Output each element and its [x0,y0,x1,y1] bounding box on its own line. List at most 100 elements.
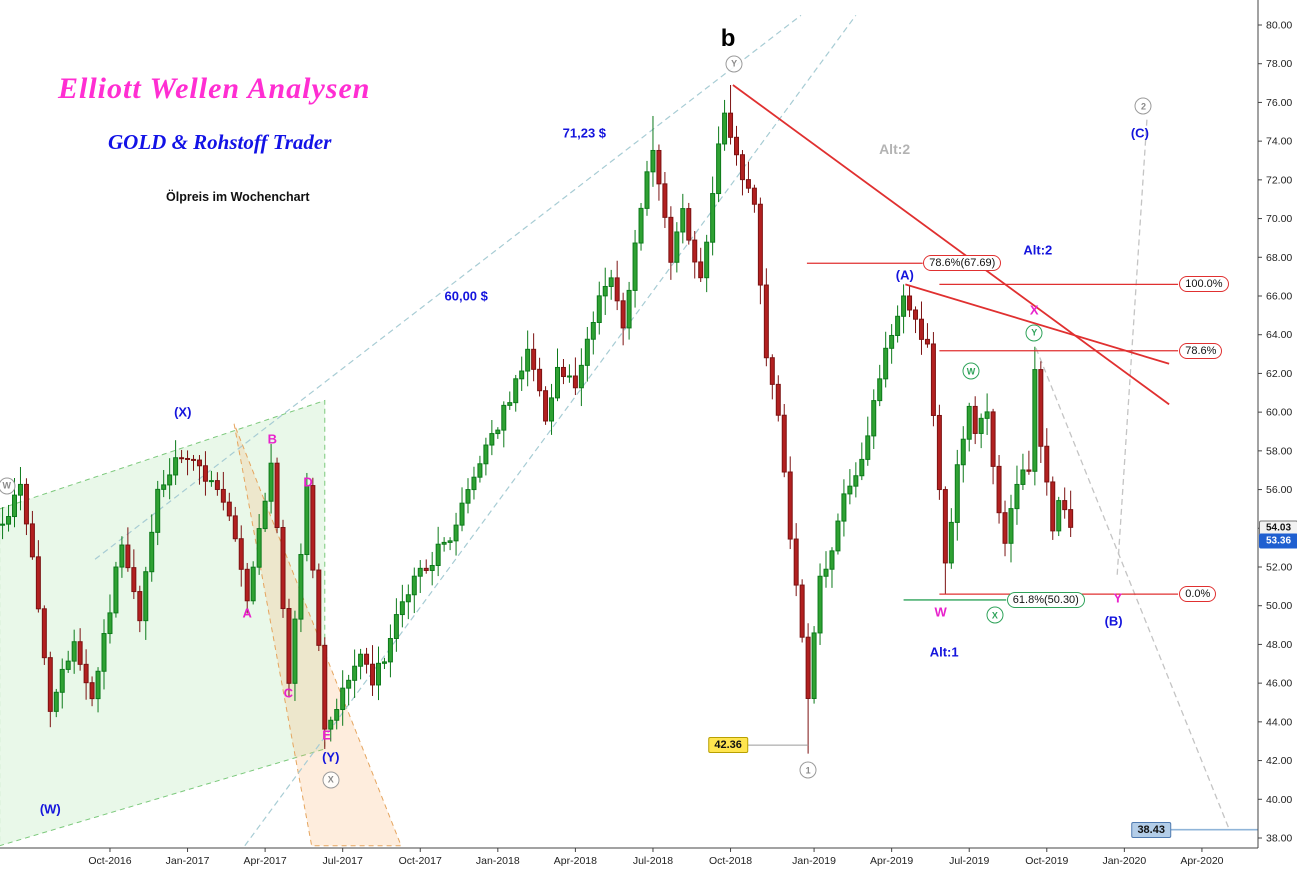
candle [370,645,376,696]
candle [173,440,179,485]
rally-upper-dashed [94,14,802,560]
y-tick-label: 52.00 [1266,561,1292,573]
candle [262,492,268,532]
x-tick-label: Jan-2019 [792,855,836,867]
y-tick-label: 72.00 [1266,174,1292,186]
candle [489,420,495,456]
candle [799,579,805,643]
candle [328,716,334,742]
candle [1056,496,1062,537]
y-tick-label: 56.00 [1266,484,1292,496]
candle [924,323,930,348]
candle [692,230,698,279]
candle [710,176,716,256]
candle [83,649,89,700]
candle [1026,450,1032,475]
x-tick-label: Jan-2018 [476,855,520,867]
candle [1020,453,1026,490]
y-tick-label: 78.00 [1266,58,1292,70]
candle [226,492,232,521]
candle [1032,346,1038,486]
candle [990,408,996,485]
candle [966,402,972,452]
candle [638,203,644,251]
candle [805,623,811,754]
candle [364,647,370,674]
y-tick-label: 80.00 [1266,20,1292,32]
candle [507,391,513,410]
candle [381,657,387,670]
candle [232,506,238,542]
y-tick-label: 62.00 [1266,368,1292,380]
candle [119,536,125,578]
candle [310,477,316,579]
candle [596,281,602,335]
candle [668,206,674,280]
candle [47,651,53,728]
candle [95,667,101,713]
candle [686,202,692,245]
candle [913,306,919,334]
candle [1014,465,1020,525]
candle [268,443,274,514]
candle [787,456,793,550]
candle [554,348,560,402]
candle [871,389,877,449]
candle [459,487,465,532]
candles-layer [0,85,1074,754]
candle [972,396,978,445]
candle [829,547,835,588]
candle [185,450,191,476]
candle [722,99,728,151]
candle [113,561,119,618]
candle [501,401,507,448]
y-tick-label: 58.00 [1266,445,1292,457]
candle [453,512,459,556]
candle [1038,361,1044,463]
candle [149,514,155,582]
x-tick-label: Oct-2016 [88,855,131,867]
candle [560,358,566,385]
candle [423,559,429,574]
candle [352,649,358,698]
candle [513,374,519,412]
candle [769,354,775,400]
x-tick-label: Jan-2017 [166,855,210,867]
candle [375,646,381,701]
candle [71,629,77,674]
x-tick-label: Jul-2017 [323,855,363,867]
candle [865,416,871,466]
candle [793,523,799,597]
candle [471,466,477,500]
candle [572,357,578,396]
candle [960,426,966,483]
candle [220,471,226,511]
candle [107,594,113,644]
candle [155,480,161,546]
candle [441,537,447,552]
candle [358,648,364,680]
y-tick-label: 68.00 [1266,252,1292,264]
candle [853,462,859,498]
candle [716,126,722,203]
candle [316,563,322,652]
candle [680,193,686,244]
candle [465,478,471,514]
candle [978,413,984,449]
candle [901,284,907,334]
candle [519,356,525,391]
candle [131,549,137,600]
candle [179,449,185,464]
candle [399,584,405,628]
candle [841,479,847,537]
dashed-lines-layer [94,14,1230,847]
candle [29,510,35,560]
candle [161,470,167,498]
candle [77,628,83,671]
candle [346,674,352,706]
candle [298,543,304,633]
projection-up-dashed [1116,117,1148,575]
y-tick-label: 76.00 [1266,97,1292,109]
